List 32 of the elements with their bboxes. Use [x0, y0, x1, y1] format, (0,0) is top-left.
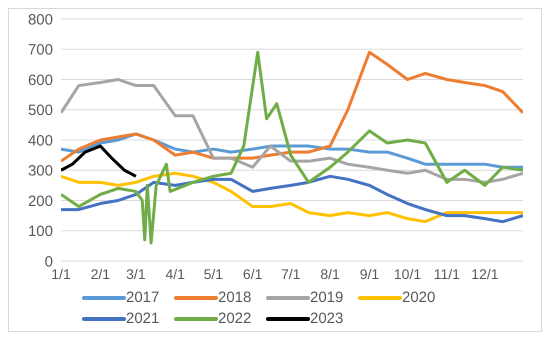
line-series: [61, 50, 523, 244]
y-tick-label: 0: [44, 253, 53, 270]
y-tick-label: 600: [28, 72, 53, 89]
x-tick-label: 12/1: [471, 266, 499, 282]
y-tick-label: 500: [28, 102, 53, 120]
x-tick-label: 10/1: [394, 266, 422, 282]
y-tick-label: 800: [28, 11, 53, 28]
y-tick-label: 200: [28, 192, 53, 210]
x-tick-label: 5/1: [204, 266, 224, 282]
y-tick-label: 700: [28, 42, 53, 59]
legend-label: 2022: [218, 310, 252, 327]
legend-label: 2017: [126, 289, 160, 306]
legend-label: 2021: [126, 310, 160, 327]
x-tick-label: 8/1: [320, 266, 340, 282]
x-tick-label: 7/1: [280, 266, 301, 282]
line-series: [61, 78, 523, 184]
legend-label: 2019: [310, 289, 344, 306]
legend-label: 2020: [402, 289, 436, 306]
y-tick-label: 100: [28, 223, 53, 240]
line-series: [61, 144, 138, 178]
x-tick-label: 6/1: [242, 266, 263, 282]
x-tick-label: 9/1: [360, 266, 380, 282]
legend-label: 2023: [310, 310, 344, 327]
y-tick-label: 400: [28, 132, 53, 150]
x-tick-label: 4/1: [165, 266, 186, 282]
line-series: [61, 50, 523, 163]
x-tick-label: 3/1: [126, 266, 146, 282]
y-tick-label: 300: [28, 162, 53, 180]
legend-label: 2018: [218, 289, 252, 306]
x-tick-label: 2/1: [90, 266, 110, 282]
x-tick-label: 11/1: [434, 266, 460, 282]
x-tick-label: 1/1: [51, 266, 71, 282]
